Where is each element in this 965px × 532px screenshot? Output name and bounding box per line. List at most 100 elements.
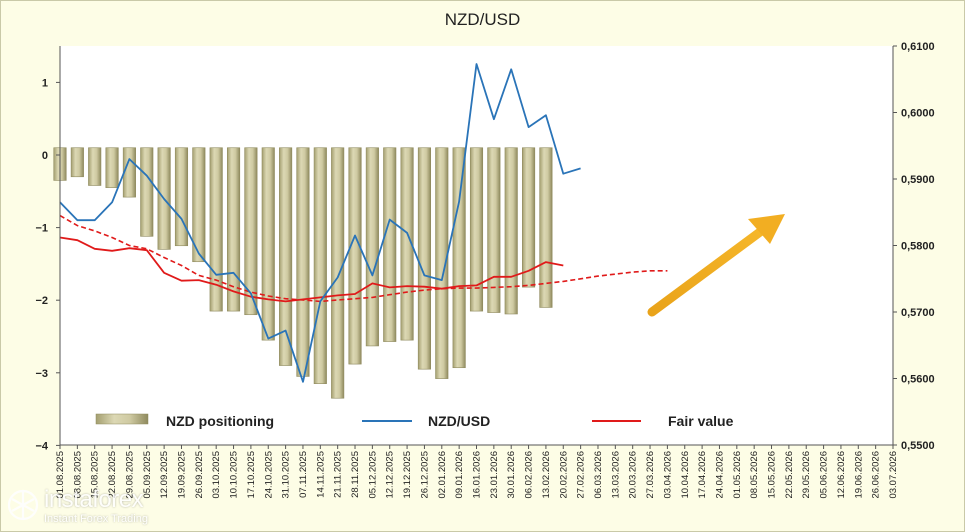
positioning-bar xyxy=(296,147,310,377)
x-axis-tick-label: 07.11.2025 xyxy=(298,451,309,498)
fair-value-trend-line xyxy=(59,214,668,303)
x-axis-tick-label: 09.01.2026 xyxy=(454,451,465,499)
x-axis-tick-label: 10.10.2025 xyxy=(229,451,240,499)
x-axis-tick-label: 19.06.2026 xyxy=(853,451,864,499)
left-axis-tick-label: −4 xyxy=(35,440,48,452)
left-axis-tick-label: −3 xyxy=(35,368,48,380)
right-axis-tick-label: 0,6100 xyxy=(901,41,935,53)
x-axis-tick-label: 23.01.2026 xyxy=(489,451,500,499)
x-axis-tick-label: 03.07.2026 xyxy=(888,451,899,499)
positioning-bar xyxy=(417,147,431,370)
x-axis-tick-label: 16.01.2026 xyxy=(472,451,483,499)
x-axis-tick-label: 15.08.2025 xyxy=(90,451,101,499)
x-axis-tick-label: 17.04.2026 xyxy=(697,451,708,499)
legend-label-positioning: NZD positioning xyxy=(166,413,274,429)
positioning-bar xyxy=(279,147,293,366)
x-axis-tick-label: 12.12.2025 xyxy=(385,451,396,499)
x-axis-tick-label: 15.05.2026 xyxy=(767,451,778,499)
x-axis-tick-label: 17.10.2025 xyxy=(246,451,257,499)
lines-group xyxy=(59,63,668,383)
right-axis: 0,6100 0,6000 0,5900 0,5800 0,5700 0,5600 0,55… xyxy=(892,41,935,452)
positioning-bar xyxy=(70,147,84,178)
positioning-bar xyxy=(140,147,154,237)
x-axis-tick-label: 13.02.2026 xyxy=(541,451,552,499)
watermark-brand: instaforex xyxy=(44,486,144,513)
x-axis-tick-label: 05.12.2025 xyxy=(367,451,378,499)
legend-label-nzdusd: NZD/USD xyxy=(428,413,490,429)
x-axis-tick-label: 12.09.2025 xyxy=(159,451,170,499)
watermark-tagline: Instant Forex Trading xyxy=(44,513,148,525)
x-axis-tick-label: 03.10.2025 xyxy=(211,451,222,499)
x-axis-tick-label: 26.12.2025 xyxy=(419,451,430,499)
positioning-bar xyxy=(244,147,258,316)
left-axis-tick-label: 0 xyxy=(42,150,48,162)
x-axis-tick-label: 29.05.2026 xyxy=(801,451,812,499)
x-axis-tick-label: 26.09.2025 xyxy=(194,451,205,499)
x-axis-tick-label: 14.11.2025 xyxy=(315,451,326,498)
positioning-bar xyxy=(192,147,206,263)
legend-swatch-positioning xyxy=(95,413,149,425)
x-axis-tick-label: 27.02.2026 xyxy=(576,451,587,499)
legend: NZD positioning NZD/USD Fair value xyxy=(95,413,734,429)
positioning-bar xyxy=(435,147,449,379)
x-axis-tick-label: 10.04.2026 xyxy=(680,451,691,499)
nzdusd-line xyxy=(59,63,581,383)
positioning-bar xyxy=(331,147,345,399)
x-axis-tick-label: 29.08.2025 xyxy=(124,451,135,499)
x-axis-tick-label: 31.10.2025 xyxy=(281,451,292,499)
positioning-bar xyxy=(452,147,466,369)
x-axis-tick-label: 26.06.2026 xyxy=(871,451,882,499)
legend-label-fairvalue: Fair value xyxy=(668,413,734,429)
left-axis: 1 0 −1 −2 −3 −4 xyxy=(35,46,61,452)
positioning-bar xyxy=(365,147,379,347)
left-axis-tick-label: 1 xyxy=(42,77,48,89)
chart-title: NZD/USD xyxy=(444,10,521,29)
x-axis-tick-label: 28.11.2025 xyxy=(350,451,361,498)
right-axis-tick-label: 0,6000 xyxy=(901,108,935,120)
left-axis-tick-label: −1 xyxy=(35,223,48,235)
x-axis-tick-label: 06.02.2026 xyxy=(524,451,535,499)
left-axis-tick-label: −2 xyxy=(35,295,48,307)
positioning-bar xyxy=(174,147,189,247)
watermark: instaforex Instant Forex Trading xyxy=(6,486,181,526)
x-axis-tick-label: 20.03.2026 xyxy=(628,451,639,499)
positioning-bar xyxy=(226,147,241,312)
x-axis-tick-label: 03.04.2026 xyxy=(662,451,673,499)
x-axis-tick-label: 27.03.2026 xyxy=(645,451,656,499)
positioning-bar xyxy=(487,147,501,313)
right-axis-tick-label: 0,5500 xyxy=(901,440,935,452)
x-axis-tick-label: 13.03.2026 xyxy=(610,451,621,499)
x-axis-tick-label: 24.10.2025 xyxy=(263,451,274,499)
x-axis-tick-label: 08.05.2026 xyxy=(749,451,760,499)
right-axis-tick-label: 0,5700 xyxy=(901,307,935,319)
positioning-bar xyxy=(105,147,119,188)
right-axis-tick-label: 0,5600 xyxy=(901,374,935,386)
positioning-bar xyxy=(313,147,327,384)
x-axis-tick-label: 19.12.2025 xyxy=(402,451,413,499)
positioning-bar xyxy=(522,147,536,288)
x-axis-tick-label: 12.06.2026 xyxy=(836,451,847,499)
x-axis-tick-label: 05.06.2026 xyxy=(819,451,830,499)
fair-value-line xyxy=(59,236,564,303)
positioning-bar xyxy=(122,147,136,198)
x-axis-tick-label: 21.11.2025 xyxy=(333,451,344,498)
x-axis-tick-label: 02.01.2026 xyxy=(437,451,448,499)
x-axis-tick-label: 19.09.2025 xyxy=(176,451,187,499)
positioning-bar xyxy=(539,147,553,308)
positioning-bar xyxy=(261,147,275,341)
x-axis-tick-label: 24.04.2026 xyxy=(714,451,725,499)
x-axis-tick-label: 05.09.2025 xyxy=(142,451,153,499)
x-axis-tick-label: 22.08.2025 xyxy=(107,451,118,499)
positioning-bar xyxy=(504,147,518,315)
x-axis: 01.08.2025 08.08.2025 15.08.2025 22.08.2025… xyxy=(55,444,899,499)
trend-arrow-annotation xyxy=(647,214,785,317)
positioning-bar xyxy=(348,147,362,365)
right-axis-tick-label: 0,5900 xyxy=(901,174,935,186)
x-axis-tick-label: 22.05.2026 xyxy=(784,451,795,499)
right-axis-tick-label: 0,5800 xyxy=(901,241,935,253)
x-axis-tick-label: 01.08.2025 xyxy=(55,451,66,499)
x-axis-tick-label: 20.02.2026 xyxy=(558,451,569,499)
positioning-bar xyxy=(383,147,397,342)
x-axis-tick-label: 06.03.2026 xyxy=(593,451,604,499)
